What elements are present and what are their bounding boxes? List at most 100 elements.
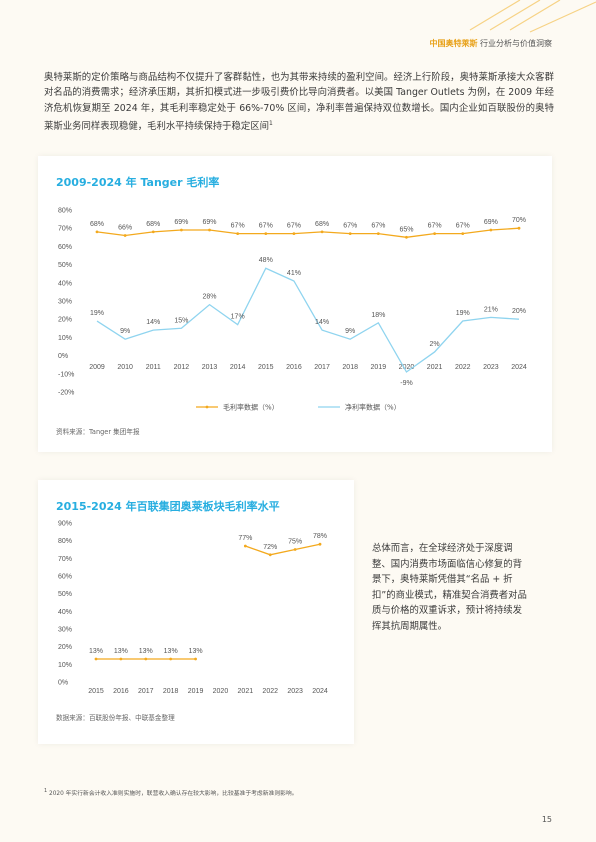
data-label: 17% xyxy=(231,314,245,321)
data-point xyxy=(268,553,272,557)
x-tick-label: 2015 xyxy=(88,688,104,695)
x-tick-label: 2020 xyxy=(399,364,415,371)
data-label: 41% xyxy=(287,270,301,277)
series-line-0 xyxy=(96,227,520,238)
y-tick-label: 70% xyxy=(58,556,72,563)
data-label: -9% xyxy=(400,380,412,387)
data-label: 48% xyxy=(259,257,273,264)
y-tick-label: 80% xyxy=(58,208,72,215)
data-point xyxy=(123,234,127,237)
page-number: 15 xyxy=(541,815,552,824)
series-line-1 xyxy=(96,267,520,373)
data-label: 14% xyxy=(146,319,160,326)
y-tick-label: 10% xyxy=(58,662,72,669)
x-tick-label: 2016 xyxy=(113,688,129,695)
legend-label-0: 毛利率数据（%） xyxy=(223,403,279,412)
y-tick-label: 0% xyxy=(58,680,68,687)
data-label: 67% xyxy=(343,223,357,230)
x-tick-label: 2022 xyxy=(262,688,278,695)
data-label: 75% xyxy=(288,539,302,546)
data-point xyxy=(292,232,296,236)
data-point xyxy=(243,544,247,548)
x-tick-label: 2014 xyxy=(230,364,246,371)
x-tick-label: 2018 xyxy=(342,364,358,371)
bailian-chart-source: 数据来源：百联股份年报、中联基金整理 xyxy=(56,714,175,722)
data-point xyxy=(293,548,297,551)
header-brand: 中国奥特莱斯 xyxy=(429,39,478,48)
x-tick-label: 2021 xyxy=(238,688,254,695)
footnote: 1 2020 年实行新会计收入准则实施时，联营收入确认存在较大影响，比较基准于考… xyxy=(44,788,298,797)
x-tick-label: 2021 xyxy=(427,364,443,371)
y-tick-label: 50% xyxy=(58,591,72,598)
tanger-chart-source: 资料来源：Tanger 集团年报 xyxy=(56,428,140,436)
data-label: 67% xyxy=(456,223,470,230)
y-tick-label: 20% xyxy=(58,317,72,324)
x-tick-label: 2024 xyxy=(312,688,328,695)
intro-footnote-ref: 1 xyxy=(269,120,273,128)
data-label: 15% xyxy=(174,317,188,324)
data-label: 67% xyxy=(371,223,385,230)
page-header: 中国奥特莱斯 行业分析与价值洞察 xyxy=(429,38,552,49)
data-label: 14% xyxy=(315,319,329,326)
data-point xyxy=(318,542,322,546)
data-point xyxy=(208,228,211,232)
bailian-chart-card: 2015-2024 年百联集团奥莱板块毛利率水平 90% 80% 70% 60% 50%… xyxy=(38,480,354,744)
x-tick-label: 2010 xyxy=(117,364,133,371)
bailian-chart: 90% 80% 70% 60% 50% 40% 30% 20% 10% 0% 2015 2016 201… xyxy=(58,521,328,696)
data-point xyxy=(119,657,123,661)
y-tick-label: 30% xyxy=(58,299,72,306)
data-label: 13% xyxy=(189,648,203,655)
y-tick-label: 10% xyxy=(58,335,72,342)
y-tick-label: 80% xyxy=(58,538,72,545)
data-label: 78% xyxy=(313,533,327,540)
data-label: 69% xyxy=(484,219,498,226)
data-point xyxy=(180,228,183,232)
data-point xyxy=(151,230,155,234)
footnote-text: 2020 年实行新会计收入准则实施时，联营收入确认存在较大影响，比较基准于考虑新… xyxy=(49,791,298,797)
y-tick-label: 20% xyxy=(58,644,72,651)
x-tick-label: 2013 xyxy=(202,364,218,371)
data-label: 20% xyxy=(512,308,526,315)
y-tick-label: 50% xyxy=(58,262,72,269)
data-label: 19% xyxy=(456,310,470,317)
series-line-0 xyxy=(245,543,321,556)
data-label: 66% xyxy=(118,224,132,231)
data-label: 13% xyxy=(114,648,128,655)
data-label: 65% xyxy=(399,226,413,233)
y-tick-label: -20% xyxy=(58,390,74,397)
legend-marker xyxy=(205,405,209,409)
data-label: 67% xyxy=(428,223,442,230)
data-label: 68% xyxy=(315,221,329,228)
data-label: 28% xyxy=(203,294,217,301)
data-label: 68% xyxy=(90,221,104,228)
y-tick-label: 40% xyxy=(58,280,72,287)
data-label: 70% xyxy=(512,217,526,224)
data-point xyxy=(264,232,268,236)
data-point xyxy=(489,228,493,232)
data-label: 13% xyxy=(89,648,103,655)
x-tick-label: 2024 xyxy=(511,364,527,371)
footnote-number: 1 xyxy=(44,788,48,795)
data-label: 9% xyxy=(120,328,130,335)
bailian-chart-title: 2015-2024 年百联集团奥莱板块毛利率水平 xyxy=(56,500,280,513)
data-label: 18% xyxy=(371,312,385,319)
x-tick-label: 2017 xyxy=(314,364,330,371)
x-tick-label: 2015 xyxy=(258,364,274,371)
x-tick-label: 2020 xyxy=(213,688,229,695)
y-tick-label: 0% xyxy=(58,353,68,360)
y-tick-label: 70% xyxy=(58,226,72,233)
y-tick-label: 90% xyxy=(58,521,72,528)
header-subtitle: 行业分析与价值洞察 xyxy=(480,39,552,48)
tanger-chart: 80% 70% 60% 50% 40% 30% 20% 10% 0% -10% -20% 2009 20… xyxy=(58,208,527,412)
x-tick-label: 2023 xyxy=(483,364,499,371)
data-point xyxy=(348,232,352,236)
x-tick-label: 2022 xyxy=(455,364,471,371)
x-tick-label: 2012 xyxy=(174,364,190,371)
data-point xyxy=(517,226,521,230)
tanger-chart-card: 2009-2024 年 Tanger 毛利率 80% 70% 60% 50% 40% 30… xyxy=(38,156,552,452)
summary-paragraph: 总体而言，在全球经济处于深度调整、国内消费市场面临信心修复的背景下，奥特莱斯凭借… xyxy=(372,543,527,632)
x-tick-label: 2019 xyxy=(371,364,387,371)
data-point xyxy=(236,232,240,236)
data-point xyxy=(169,657,173,661)
data-label: 67% xyxy=(287,223,301,230)
